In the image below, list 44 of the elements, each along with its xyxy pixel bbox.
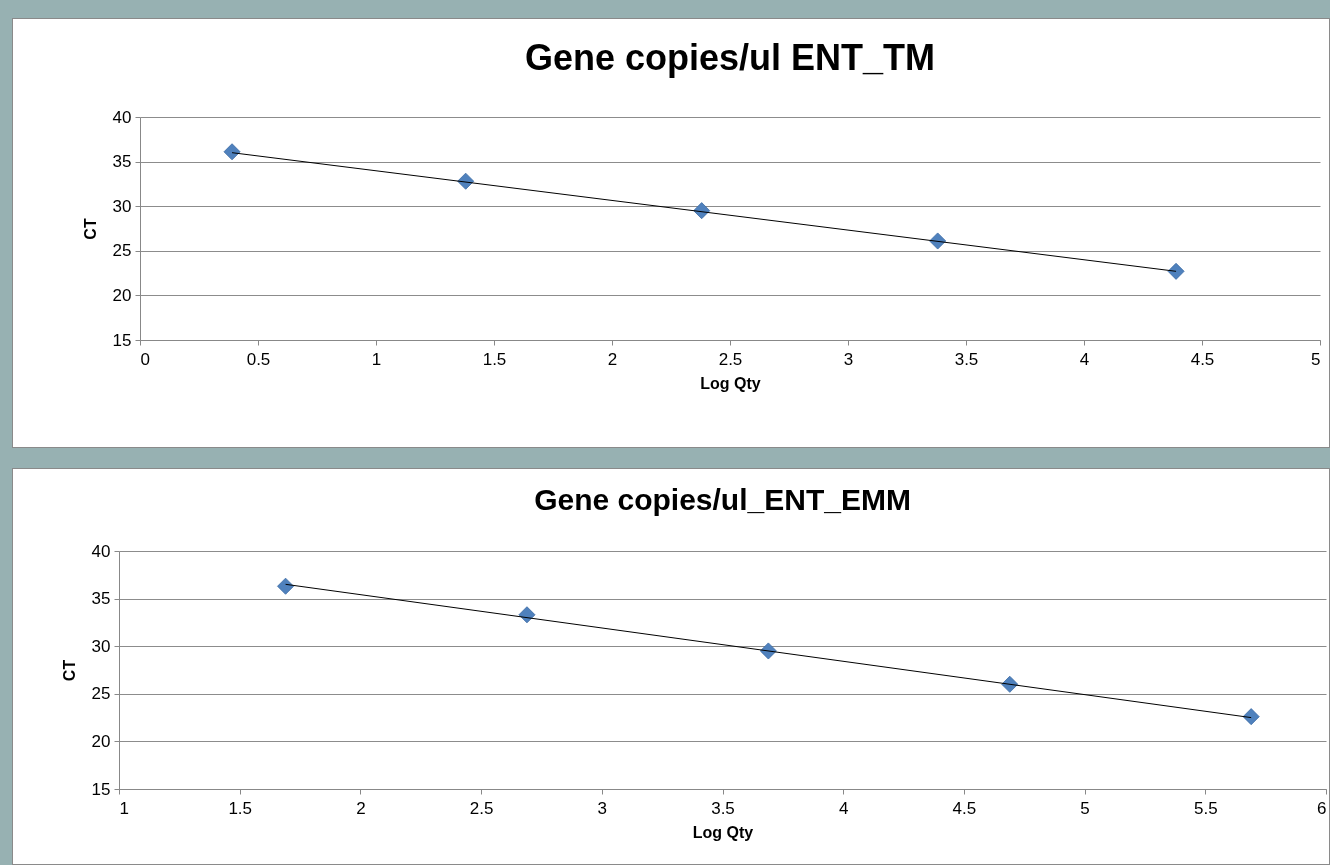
y-tick-label: 25	[112, 241, 132, 261]
point	[1167, 262, 1185, 280]
x-tick-label: 6	[1317, 798, 1327, 818]
y-tick-label: 35	[112, 152, 132, 172]
x-tick-label: 3	[597, 798, 608, 818]
point	[223, 143, 241, 161]
x-tick-label: 0	[140, 349, 150, 369]
y-tick-label: 40	[91, 541, 111, 561]
point	[277, 577, 295, 595]
y-tick-label: 40	[112, 107, 132, 127]
x-axis-title: Log Qty	[700, 374, 761, 392]
x-tick-label: 3.5	[954, 349, 979, 369]
x-tick-label: 1.5	[482, 349, 507, 369]
y-tick-label: 35	[91, 589, 111, 609]
y-tick-label: 20	[112, 285, 132, 305]
x-tick-label: 0.5	[246, 349, 271, 369]
x-tick-label: 4	[838, 798, 849, 818]
x-tick-label: 2	[607, 349, 618, 369]
y-tick-label: 20	[91, 731, 111, 751]
y-tick-label: 25	[91, 684, 111, 704]
x-axis-title: Log Qty	[692, 823, 754, 841]
chart-title: Gene copies/ul_ENT_EMM	[534, 483, 911, 516]
point	[1242, 708, 1260, 726]
x-tick-label: 4.5	[1190, 349, 1215, 369]
y-axis-title: CT	[81, 218, 99, 240]
x-tick-label: 2.5	[718, 349, 743, 369]
x-tick-label: 5.5	[1193, 798, 1218, 818]
x-tick-label: 3.5	[711, 798, 735, 818]
x-tick-label: 4	[1079, 349, 1090, 369]
y-tick-label: 30	[112, 196, 132, 216]
y-axis-title: CT	[60, 659, 78, 682]
chart-title: Gene copies/ul ENT_TM	[524, 37, 936, 78]
x-tick-label: 2.5	[469, 798, 494, 818]
x-tick-label: 5	[1311, 349, 1321, 369]
x-tick-label: 5	[1080, 798, 1090, 818]
x-tick-label: 3	[843, 349, 854, 369]
y-tick-label: 30	[91, 636, 111, 656]
x-tick-label: 1.5	[228, 798, 253, 818]
y-tick-label: 15	[91, 779, 111, 799]
y-tick-label: 15	[112, 330, 132, 350]
x-tick-label: 1	[371, 349, 382, 369]
x-tick-label: 1	[119, 798, 129, 818]
x-tick-label: 4.5	[952, 798, 977, 818]
x-tick-label: 2	[356, 798, 366, 818]
